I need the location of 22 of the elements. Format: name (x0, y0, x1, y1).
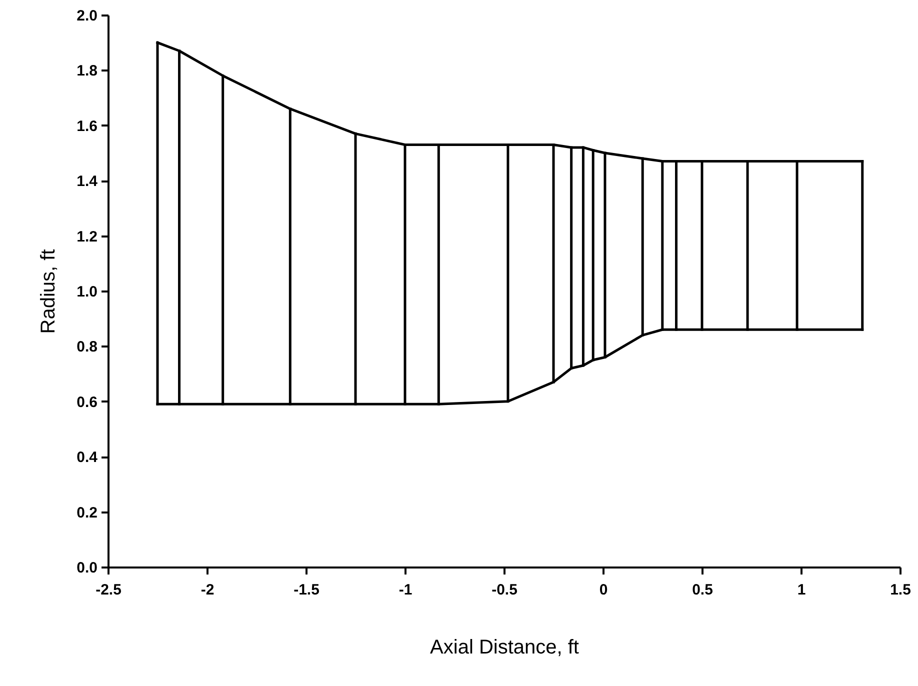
x-tick-label: -0.5 (492, 582, 518, 598)
y-tick-label: 1.6 (76, 118, 98, 135)
y-tick-label: 1.0 (76, 284, 98, 300)
y-tick-label: 1.2 (76, 228, 98, 246)
x-tick-label: 1.5 (890, 582, 911, 598)
y-tick-label: 2.0 (76, 8, 98, 24)
y-axis-title: Radius, ft (38, 248, 60, 334)
y-tick-label: 1.4 (76, 173, 98, 190)
y-tick-label: 0.4 (76, 449, 98, 466)
x-tick-label: 0.5 (692, 582, 713, 598)
y-tick-label: 1.8 (76, 62, 98, 80)
x-tick-label: -2 (200, 582, 214, 598)
x-tick-label: -2.5 (96, 582, 122, 598)
x-tick-label: 0 (599, 582, 608, 598)
x-tick-label: -1 (398, 582, 412, 598)
y-tick-label: 0.0 (76, 560, 98, 576)
x-tick-label: 1 (797, 582, 806, 598)
y-tick-label: 0.2 (76, 504, 98, 522)
x-axis-title: Axial Distance, ft (430, 636, 580, 658)
y-tick-label: 0.8 (76, 338, 98, 356)
x-tick-label: -1.5 (294, 582, 320, 598)
y-tick-label: 0.6 (76, 394, 98, 411)
